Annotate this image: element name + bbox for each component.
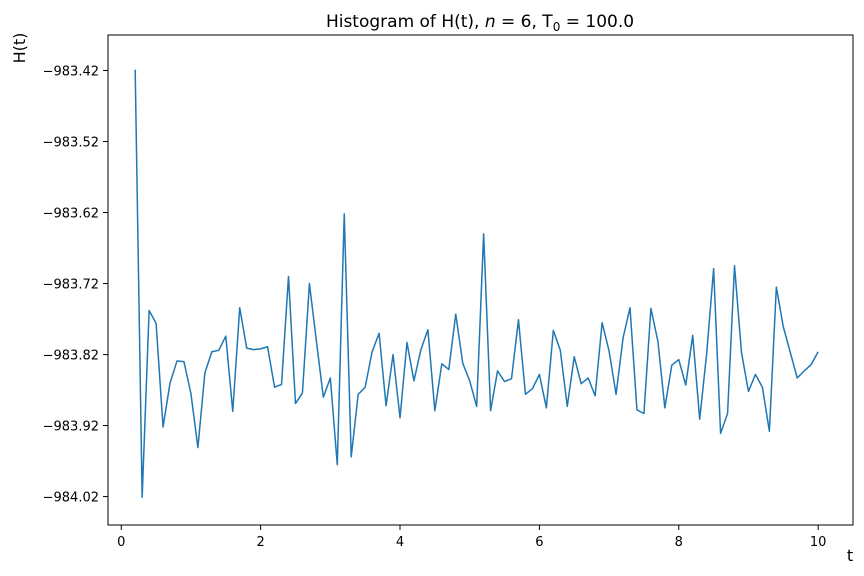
y-axis: −984.02 −983.92 −983.82 −983.72 −983.62 −983.… bbox=[43, 65, 108, 506]
y-tick-label: −983.42 bbox=[43, 65, 99, 80]
x-axis: 0 2 4 6 8 10 bbox=[117, 525, 826, 550]
series-line-0 bbox=[134, 69, 819, 499]
title-middle: = 6, T bbox=[496, 12, 554, 32]
chart-title: Histogram of H(t), n = 6, T0 = 100.0 bbox=[326, 12, 634, 34]
y-tick-label: −983.62 bbox=[43, 207, 99, 222]
y-tick-label: −984.02 bbox=[43, 491, 99, 506]
x-axis-label: t bbox=[847, 546, 853, 565]
x-tick-label: 8 bbox=[675, 535, 683, 550]
y-tick-label: −983.52 bbox=[43, 136, 99, 151]
plot-frame bbox=[107, 34, 854, 526]
x-tick-label: 10 bbox=[810, 535, 827, 550]
y-tick-label: −983.72 bbox=[43, 278, 99, 293]
x-tick-label: 0 bbox=[117, 535, 125, 550]
y-tick-label: −983.92 bbox=[43, 420, 99, 435]
title-end: = 100.0 bbox=[560, 12, 634, 32]
title-variable: n bbox=[485, 12, 496, 32]
title-subscript: 0 bbox=[553, 20, 561, 34]
x-tick-label: 4 bbox=[396, 535, 404, 550]
x-tick-label: 2 bbox=[256, 535, 264, 550]
y-axis-label: H(t) bbox=[10, 33, 29, 64]
y-tick-label: −983.82 bbox=[43, 349, 99, 364]
title-text: Histogram of H(t), bbox=[326, 12, 485, 32]
x-tick-label: 6 bbox=[535, 535, 543, 550]
plot-layer bbox=[134, 69, 819, 499]
